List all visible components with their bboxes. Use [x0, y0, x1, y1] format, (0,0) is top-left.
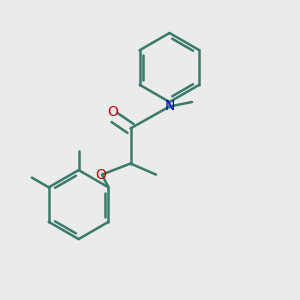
- Text: O: O: [108, 105, 118, 119]
- Text: N: N: [164, 100, 175, 113]
- Text: O: O: [95, 168, 106, 182]
